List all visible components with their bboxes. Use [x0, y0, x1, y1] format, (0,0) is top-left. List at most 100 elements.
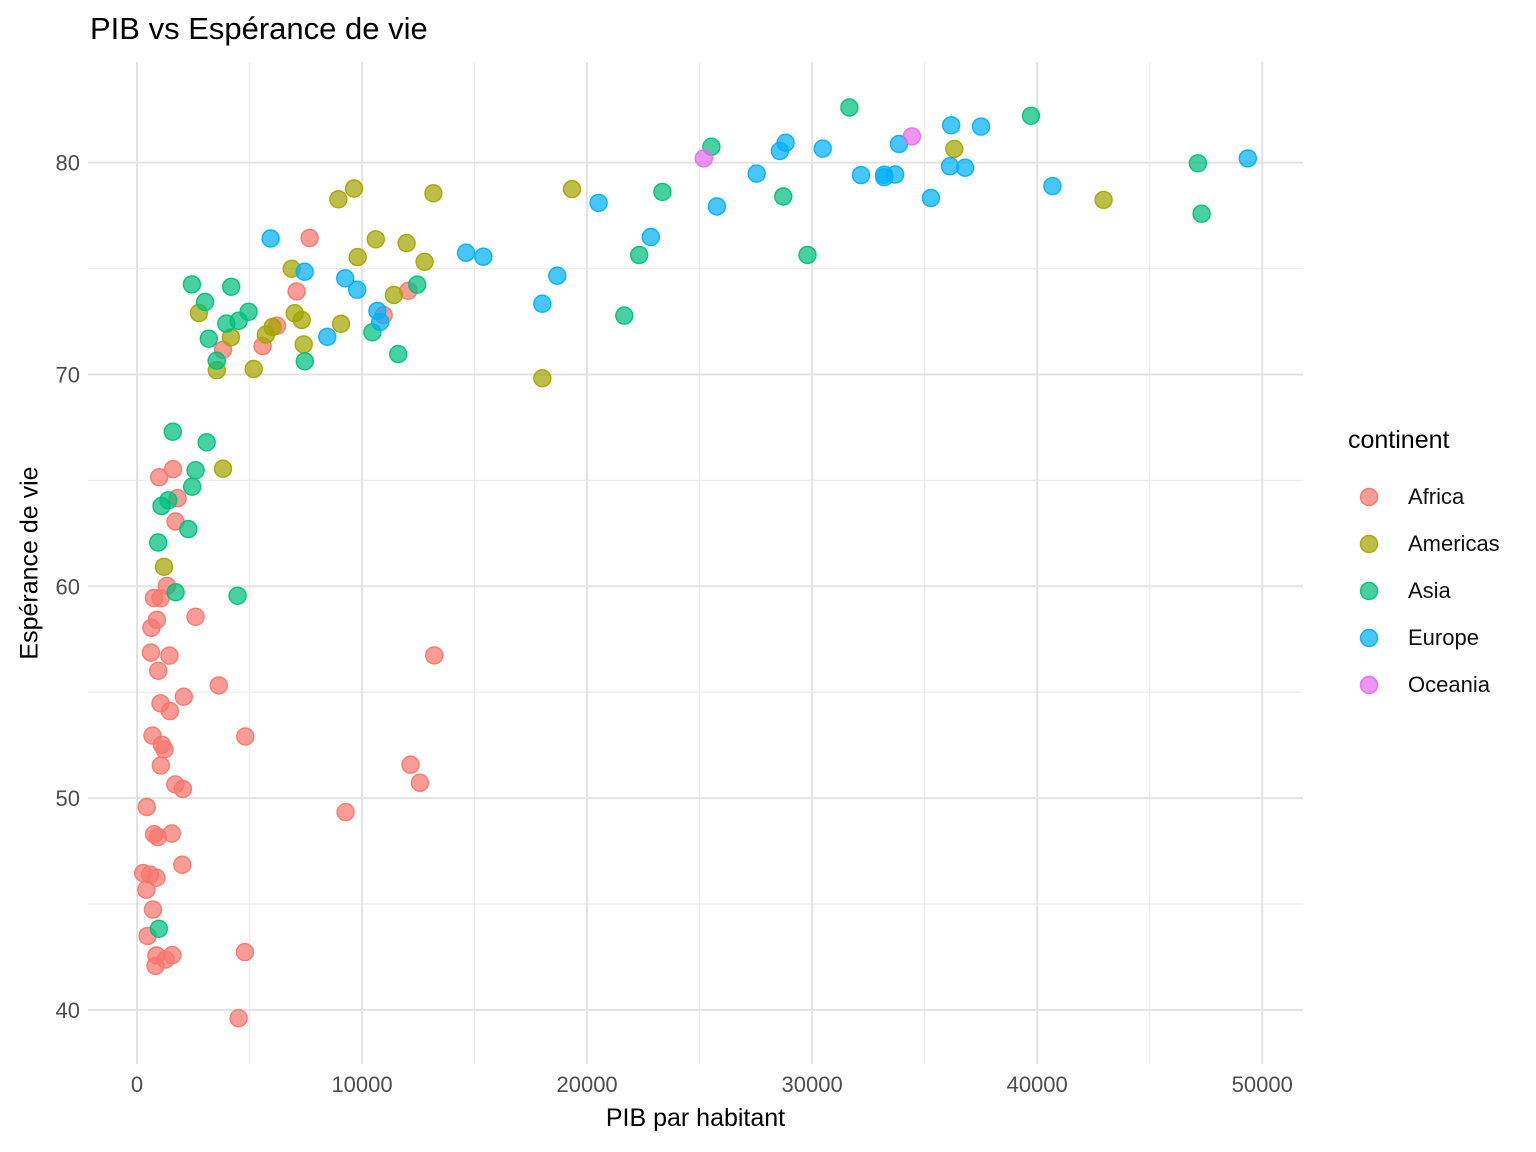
data-point — [173, 855, 192, 874]
legend-label: Africa — [1408, 483, 1465, 509]
data-point — [179, 519, 198, 539]
data-point — [207, 351, 226, 370]
data-point — [166, 775, 185, 794]
data-point — [344, 179, 364, 198]
legend-label: Europe — [1408, 624, 1479, 650]
data-point — [425, 646, 444, 665]
x-axis-title: PIB par habitant — [605, 1104, 786, 1132]
data-point — [141, 643, 161, 662]
data-point — [942, 116, 961, 135]
data-point — [940, 156, 960, 176]
legend-label: Americas — [1408, 530, 1500, 556]
data-point — [152, 496, 171, 516]
x-tick-label: 30000 — [782, 1072, 843, 1097]
data-point — [371, 312, 390, 332]
legend: continent Africa Americas Asia Europe Oceani… — [1348, 426, 1500, 708]
data-point — [292, 310, 311, 330]
data-point — [148, 533, 168, 552]
data-point — [615, 306, 634, 325]
data-point — [1188, 154, 1208, 173]
x-tick-label: 50000 — [1232, 1072, 1293, 1097]
data-point — [562, 179, 582, 199]
data-point — [300, 228, 319, 248]
data-point — [456, 243, 476, 262]
data-point — [1043, 176, 1062, 196]
data-point — [389, 344, 408, 364]
data-point — [236, 727, 255, 746]
data-point — [1192, 204, 1211, 223]
x-tick-label: 40000 — [1007, 1072, 1068, 1097]
legend-item: Africa — [1348, 473, 1500, 520]
data-point — [174, 687, 194, 706]
data-point — [776, 133, 795, 152]
data-point — [408, 275, 427, 294]
data-point — [295, 352, 314, 371]
data-point — [137, 797, 156, 817]
data-point — [774, 187, 793, 206]
data-point — [533, 369, 552, 388]
y-axis-title: Espérance de vie — [15, 466, 44, 660]
legend-swatch-icon — [1359, 534, 1379, 553]
data-point — [384, 285, 404, 305]
data-point — [1238, 149, 1258, 168]
data-point — [1094, 190, 1113, 210]
data-point — [182, 275, 202, 294]
data-point — [148, 661, 168, 680]
data-point — [424, 184, 443, 203]
data-point — [348, 280, 367, 299]
data-point — [229, 1009, 248, 1028]
data-point — [287, 282, 306, 301]
data-point — [149, 468, 169, 487]
data-point — [329, 190, 348, 209]
legend-swatch-icon — [1359, 581, 1379, 600]
data-point — [137, 880, 156, 899]
y-tick-label: 60 — [56, 574, 80, 599]
data-point — [921, 188, 941, 208]
data-point — [163, 460, 183, 479]
data-point — [182, 477, 202, 496]
legend-item: Asia — [1348, 567, 1500, 614]
legend-title: continent — [1348, 426, 1450, 454]
data-point — [213, 459, 233, 478]
data-point — [397, 233, 416, 253]
data-point — [186, 461, 205, 480]
data-point — [548, 266, 567, 285]
data-point — [197, 433, 216, 452]
legend-swatch-icon — [1359, 487, 1379, 506]
data-point — [147, 610, 167, 629]
data-point — [474, 247, 493, 266]
data-point — [235, 942, 255, 962]
data-point — [166, 583, 185, 602]
data-point — [1021, 106, 1041, 126]
data-point — [641, 227, 660, 247]
data-point — [945, 139, 964, 159]
legend-item: Americas — [1348, 520, 1500, 567]
data-point — [244, 359, 263, 379]
data-point — [798, 245, 817, 265]
x-tick-label: 0 — [131, 1072, 143, 1097]
data-point — [186, 607, 205, 626]
data-point — [902, 127, 922, 146]
legend-item: Oceania — [1348, 661, 1500, 708]
data-point — [195, 292, 215, 312]
data-point — [336, 802, 355, 822]
data-point — [147, 868, 166, 887]
data-point — [156, 950, 175, 969]
data-point — [261, 229, 280, 248]
data-point — [415, 252, 434, 271]
data-point — [401, 755, 420, 774]
y-tick-label: 70 — [56, 362, 80, 387]
data-point — [295, 262, 314, 281]
data-point — [707, 197, 727, 216]
data-point — [533, 294, 552, 313]
chart-title: PIB vs Espérance de vie — [90, 11, 428, 46]
x-tick-label: 20000 — [556, 1072, 617, 1097]
y-tick-label: 50 — [56, 786, 80, 811]
data-point — [294, 335, 313, 354]
data-point — [331, 314, 351, 333]
data-point — [410, 773, 430, 792]
data-point — [653, 182, 672, 202]
data-point — [209, 676, 229, 695]
legend-item: Europe — [1348, 614, 1500, 661]
